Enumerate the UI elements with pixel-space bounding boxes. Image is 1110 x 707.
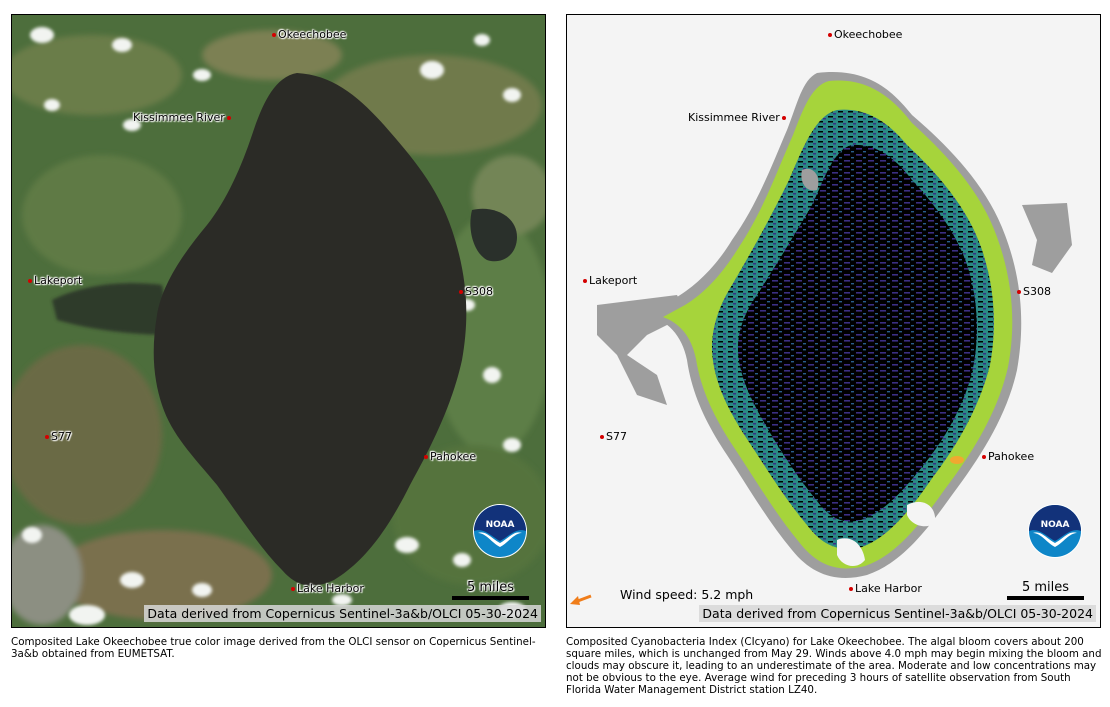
site-marker-icon	[849, 587, 853, 591]
place-pahokee: Pahokee	[422, 450, 476, 463]
place-lake-harbor: Lake Harbor	[847, 582, 922, 595]
site-marker-icon	[459, 290, 463, 294]
svg-text:NOAA: NOAA	[486, 520, 515, 530]
place-pahokee: Pahokee	[980, 450, 1034, 463]
site-marker-icon	[424, 455, 428, 459]
site-marker-icon	[600, 435, 604, 439]
site-marker-icon	[272, 33, 276, 37]
cyanobacteria-index-image	[567, 15, 1100, 627]
scale-bar: 5 miles	[1007, 580, 1084, 600]
true-color-satellite-image	[12, 15, 545, 627]
place-okeechobee: Okeechobee	[270, 28, 346, 41]
site-marker-icon	[828, 33, 832, 37]
place-lakeport: Lakeport	[26, 274, 82, 287]
noaa-logo-icon: NOAA	[473, 504, 527, 558]
site-marker-icon	[291, 587, 295, 591]
place-kissimmee-river: Kissimmee River	[688, 111, 788, 124]
svg-text:NOAA: NOAA	[1041, 520, 1070, 530]
scale-bar-line	[1007, 596, 1084, 600]
place-s308: S308	[1015, 285, 1051, 298]
site-marker-icon	[45, 435, 49, 439]
scale-bar-line	[452, 596, 529, 600]
place-lakeport: Lakeport	[581, 274, 637, 287]
cyanobacteria-index-map-panel: Okeechobee Kissimmee River Lakeport S308…	[566, 14, 1101, 628]
place-s308: S308	[457, 285, 493, 298]
lake-okeechobee-shape	[153, 73, 467, 586]
wind-direction-arrow-icon	[570, 594, 592, 605]
wind-speed-label: Wind speed: 5.2 mph	[620, 587, 754, 602]
noaa-logo-icon: NOAA	[1028, 504, 1082, 558]
site-marker-icon	[1017, 290, 1021, 294]
site-marker-icon	[28, 279, 32, 283]
data-attribution: Data derived from Copernicus Sentinel-3a…	[144, 605, 541, 622]
place-lake-harbor: Lake Harbor	[289, 582, 364, 595]
cyanobacteria-caption: Composited Cyanobacteria Index (CIcyano)…	[566, 636, 1102, 696]
place-kissimmee-river: Kissimmee River	[133, 111, 233, 124]
site-marker-icon	[982, 455, 986, 459]
site-marker-icon	[226, 116, 231, 120]
scale-bar: 5 miles	[452, 580, 529, 600]
data-attribution: Data derived from Copernicus Sentinel-3a…	[699, 605, 1096, 622]
place-s77: S77	[598, 430, 627, 443]
true-color-caption: Composited Lake Okeechobee true color im…	[11, 636, 536, 660]
site-marker-icon	[583, 279, 587, 283]
site-marker-icon	[781, 116, 786, 120]
place-okeechobee: Okeechobee	[826, 28, 902, 41]
place-s77: S77	[43, 430, 72, 443]
true-color-map-panel: Okeechobee Kissimmee River Lakeport S308…	[11, 14, 546, 628]
